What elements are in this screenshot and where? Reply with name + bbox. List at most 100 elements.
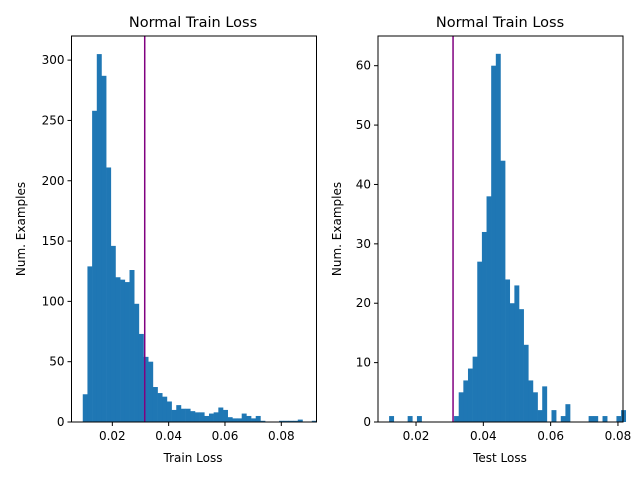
right-y-tick-label: 60: [356, 59, 371, 73]
left-histogram-bar: [92, 110, 98, 422]
right-histogram-bar: [593, 416, 599, 422]
left-histogram-bar: [157, 393, 163, 422]
left-histogram-bar: [288, 420, 294, 422]
left-histogram-bar: [199, 412, 205, 422]
right-histogram-bar: [621, 410, 627, 422]
right-subplot: Normal Train Loss 0.02 0.04 0.06 0.08 0 10 20…: [330, 15, 631, 465]
right-histogram-bar: [514, 285, 520, 422]
left-histogram-bar: [246, 415, 252, 422]
left-y-tick-label: 150: [42, 234, 65, 248]
left-histogram-bar: [106, 167, 112, 422]
right-histogram-bar: [532, 392, 538, 422]
left-histogram-bar: [152, 387, 158, 422]
left-histogram-bar: [204, 415, 210, 422]
left-histogram-bar: [162, 396, 168, 422]
right-histogram-bar: [491, 65, 497, 422]
right-y-tick-label: 10: [356, 356, 371, 370]
right-axes-frame: [377, 35, 624, 423]
left-histogram-bar: [218, 407, 224, 422]
left-histogram-bar: [255, 415, 261, 422]
left-y-tick-label: 250: [42, 113, 65, 127]
left-histogram-bar: [124, 282, 130, 422]
right-y-axis-ticks: 0 10 20 30 40 50 60: [356, 59, 378, 429]
right-histogram-bar: [458, 392, 464, 422]
left-chart-title: Normal Train Loss: [129, 15, 257, 31]
right-histogram-bar: [509, 303, 515, 422]
left-histogram-bar: [138, 333, 144, 422]
left-histogram-bar: [297, 419, 303, 422]
left-histogram-bar: [260, 420, 266, 422]
right-y-tick-label: 50: [356, 118, 371, 132]
right-y-tick-label: 20: [356, 296, 371, 310]
right-y-tick-label: 40: [356, 177, 371, 191]
left-histogram-bar: [110, 245, 116, 422]
right-x-tick-label: 0.04: [470, 429, 497, 443]
right-x-axis-label: Test Loss: [472, 451, 527, 465]
right-histogram-bar: [523, 344, 529, 422]
right-histogram-bar: [560, 416, 566, 422]
right-histogram-bar: [528, 380, 534, 422]
left-histogram-bar: [283, 420, 289, 422]
left-y-tick-label: 100: [42, 294, 65, 308]
left-histogram-bar: [293, 420, 299, 422]
right-histogram-bar: [542, 386, 548, 422]
left-histogram-bar: [101, 75, 107, 422]
left-y-tick-label: 50: [49, 355, 64, 369]
left-histogram-bar: [120, 279, 126, 422]
left-histogram-bar: [82, 394, 88, 422]
left-histogram-bar: [115, 277, 121, 422]
right-histogram-bar: [565, 404, 571, 422]
left-histogram-bar: [143, 356, 149, 422]
left-x-tick-label: 0.06: [212, 429, 239, 443]
left-y-tick-label: 300: [42, 53, 65, 67]
left-histogram-bar: [227, 417, 233, 422]
left-axes-frame: [71, 35, 317, 423]
left-y-axis-label: Num. Examples: [14, 182, 28, 276]
left-x-tick-label: 0.04: [155, 429, 182, 443]
right-histogram-bar: [602, 416, 608, 422]
right-histogram-bar: [616, 416, 622, 422]
right-histogram-bar: [472, 356, 478, 422]
right-histogram-bar: [495, 53, 501, 422]
left-histogram-bar: [176, 405, 182, 422]
right-histogram-bar: [486, 196, 492, 422]
left-histogram-bar: [129, 270, 135, 422]
left-y-tick-label: 200: [42, 174, 65, 188]
right-histogram-bar: [467, 368, 473, 422]
right-y-axis-label: Num. Examples: [330, 182, 344, 276]
left-histogram-bar: [194, 412, 200, 422]
left-x-tick-label: 0.02: [99, 429, 126, 443]
right-x-tick-label: 0.02: [403, 429, 430, 443]
left-histogram-bar: [96, 54, 102, 423]
right-x-tick-label: 0.06: [537, 429, 564, 443]
right-histogram-bar: [519, 309, 524, 422]
right-histogram-bar: [477, 261, 483, 422]
left-x-axis-ticks: 0.02 0.04 0.06 0.08: [99, 422, 295, 443]
right-chart-title: Normal Train Loss: [436, 15, 564, 31]
left-histogram-bar: [213, 412, 219, 422]
right-histogram-bars: [389, 53, 627, 422]
right-histogram-bar: [537, 410, 543, 422]
left-histogram-bar: [241, 413, 247, 422]
left-y-axis-ticks: 0 50 100 150 200 250 300: [42, 53, 72, 429]
right-histogram-bar: [463, 380, 469, 422]
left-histogram-bars: [82, 54, 317, 423]
right-histogram-bar: [407, 416, 413, 422]
right-histogram-bar: [500, 160, 506, 422]
right-histogram-bar: [416, 416, 422, 422]
right-histogram-bar: [505, 279, 511, 422]
left-histogram-bar: [134, 303, 140, 422]
left-x-tick-label: 0.08: [268, 429, 295, 443]
right-y-tick-label: 0: [363, 415, 371, 429]
left-y-tick-label: 0: [57, 415, 65, 429]
left-histogram-bar: [279, 420, 285, 422]
left-histogram-bar: [237, 418, 242, 422]
left-histogram-bar: [251, 418, 257, 422]
left-histogram-bar: [311, 420, 317, 422]
right-histogram-bar: [588, 416, 594, 422]
right-histogram-bar: [389, 416, 395, 422]
right-histogram-bar: [454, 416, 459, 422]
left-histogram-bar: [87, 266, 93, 422]
right-x-axis-ticks: 0.02 0.04 0.06 0.08: [403, 422, 631, 443]
